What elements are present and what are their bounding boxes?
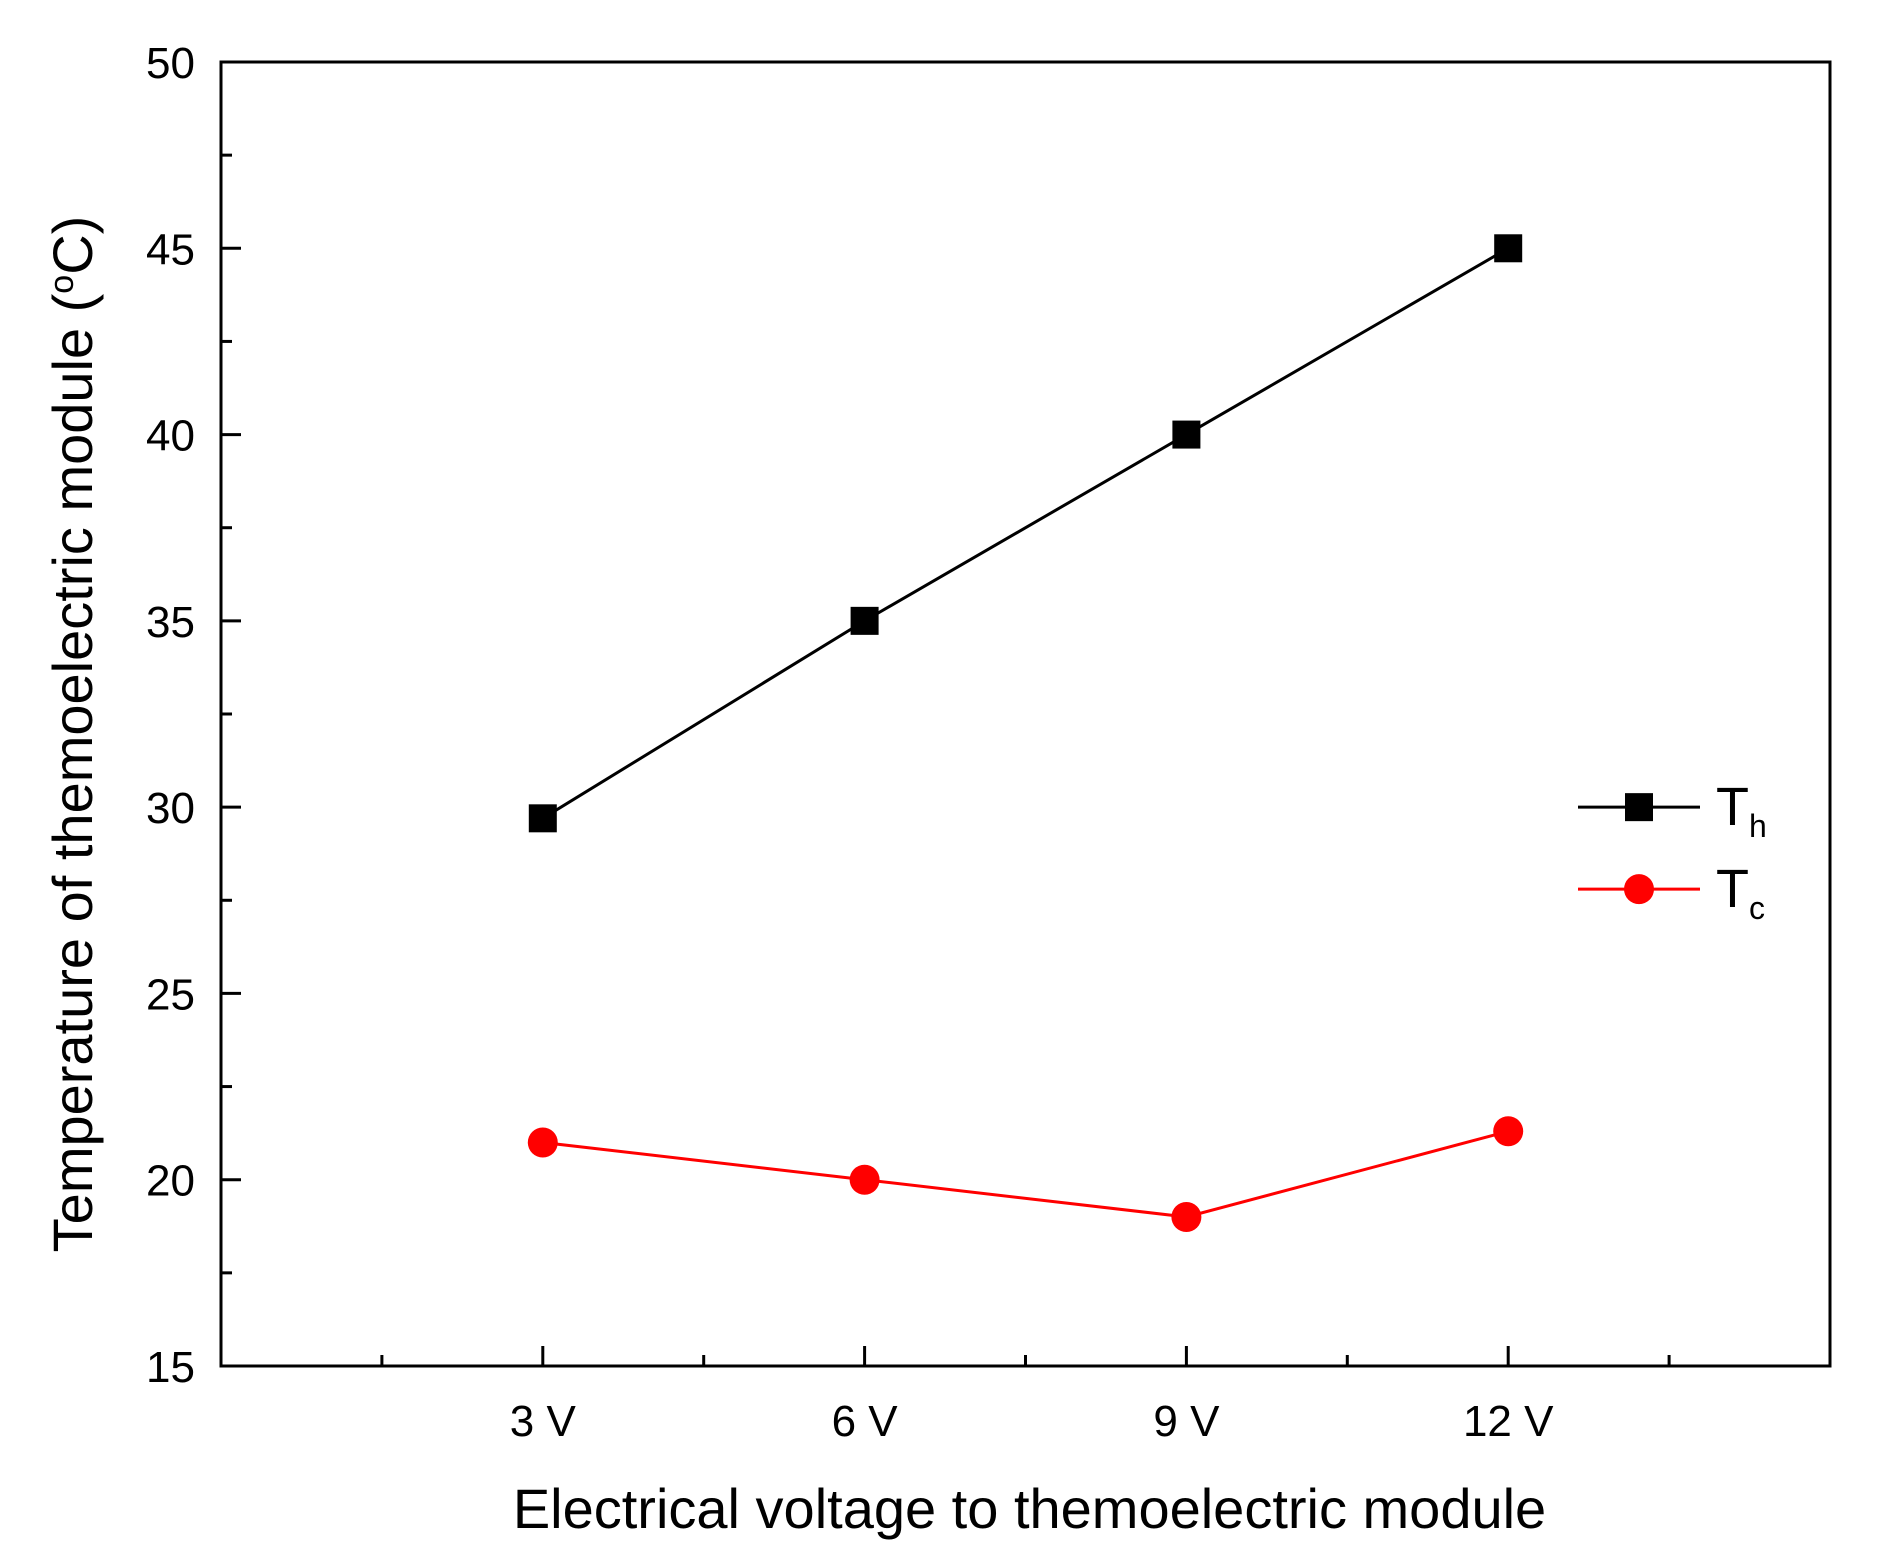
y-tick-label: 20 — [146, 1157, 195, 1206]
legend-label-Th: Th — [1716, 777, 1767, 844]
data-point-Tc — [1171, 1201, 1202, 1232]
y-axis-title-main: Temperature of themoelectric module ( — [41, 293, 104, 1252]
series-line-Tc — [542, 1129, 1509, 1219]
series-line-Th — [542, 246, 1509, 820]
y-tick-label: 35 — [146, 598, 195, 647]
legend: Th Tc — [1578, 777, 1767, 926]
legend-marker-Th — [1625, 793, 1653, 822]
plot-area-frame — [219, 60, 1832, 1368]
data-point-Tc — [849, 1164, 880, 1195]
y-tick-label: 45 — [146, 225, 195, 274]
y-axis-title: Temperature of themoelectric module (oC) — [41, 216, 104, 1253]
data-point-Th — [850, 606, 879, 635]
data-point-Th — [528, 804, 557, 833]
x-tick-label: 3 V — [510, 1397, 577, 1446]
y-tick-label: 30 — [146, 784, 195, 833]
x-tick-label: 6 V — [832, 1397, 899, 1446]
x-tick-label: 12 V — [1463, 1397, 1554, 1446]
x-tick-label: 9 V — [1153, 1397, 1220, 1446]
legend-label-Tc: Tc — [1716, 859, 1765, 926]
y-axis-title-unit: C) — [41, 216, 104, 275]
x-axis-ticks: 3 V 6 V 9 V 12 V — [380, 1346, 1671, 1446]
y-tick-label: 50 — [146, 39, 195, 88]
y-axis-title-degree: o — [43, 275, 81, 294]
series-layer — [527, 234, 1524, 1232]
data-point-Th — [1172, 420, 1201, 449]
data-point-Tc — [1493, 1116, 1524, 1147]
y-tick-label: 40 — [146, 412, 195, 461]
data-point-Tc — [527, 1127, 558, 1158]
y-tick-label: 25 — [146, 970, 195, 1019]
data-point-Th — [1494, 234, 1523, 263]
legend-marker-Tc — [1624, 874, 1654, 905]
y-tick-label: 15 — [146, 1343, 195, 1392]
x-axis-title: Electrical voltage to themoelectric modu… — [513, 1477, 1546, 1540]
y-axis-ticks: 15 20 25 30 35 40 45 50 — [146, 39, 241, 1392]
